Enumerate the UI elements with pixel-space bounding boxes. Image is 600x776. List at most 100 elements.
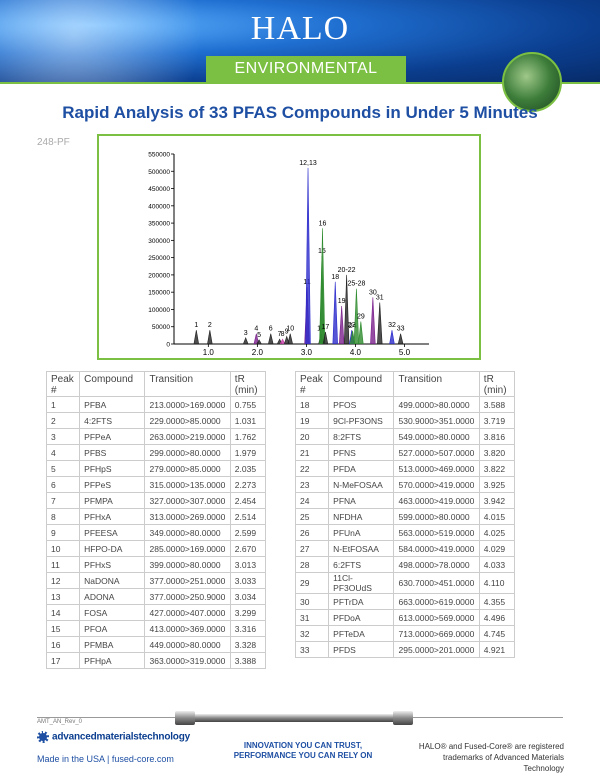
cell-transition: 630.7000>451.0000 [393, 572, 480, 594]
cell-tr: 4.033 [478, 556, 516, 573]
cell-peak: 20 [294, 428, 330, 445]
footer-rule-right [413, 717, 563, 718]
cell-peak: 27 [294, 540, 330, 557]
peak-label: 33 [397, 326, 405, 333]
cell-tr: 4.355 [478, 593, 516, 610]
header-compound: Compound [328, 371, 395, 397]
cell-transition: 599.0000>80.0000 [393, 508, 480, 525]
cell-tr: 3.034 [229, 588, 267, 605]
peak-label: 6 [269, 326, 273, 333]
cell-peak: 10 [45, 540, 81, 557]
cell-transition: 399.0000>80.0000 [144, 556, 231, 573]
peak-label: 10 [286, 326, 294, 333]
cell-compound: PFOA [79, 620, 146, 637]
cell-transition: 413.0000>369.0000 [144, 620, 231, 637]
cell-transition: 498.0000>78.0000 [393, 556, 480, 573]
table-row: 13 ADONA 377.0000>250.9000 3.034 [45, 588, 267, 605]
cell-compound: PFHxA [79, 508, 146, 525]
cell-tr: 3.822 [478, 460, 516, 477]
cell-compound: PFHpS [79, 460, 146, 477]
cell-tr: 4.025 [478, 524, 516, 541]
x-tick-label: 4.0 [350, 348, 362, 357]
cell-compound: PFOS [328, 396, 395, 413]
table-row: 30 PFTrDA 663.0000>619.0000 4.355 [294, 593, 516, 610]
peak-32 [389, 330, 395, 345]
peak-label: 17 [322, 324, 330, 331]
cell-compound: PFNS [328, 444, 395, 461]
peak-33 [397, 333, 404, 345]
cell-tr: 3.588 [478, 396, 516, 413]
cell-peak: 33 [294, 641, 330, 658]
peak-10 [287, 333, 293, 345]
table-row: 27 N-EtFOSAA 584.0000>419.0000 4.029 [294, 540, 516, 557]
cell-transition: 530.9000>351.0000 [393, 412, 480, 429]
cell-peak: 9 [45, 524, 81, 541]
tagline: INNOVATION YOU CAN TRUST, PERFORMANCE YO… [228, 741, 378, 761]
peak-4 [253, 333, 260, 345]
cell-peak: 23 [294, 476, 330, 493]
compound-table-right: Peak # Compound Transition tR (min) 18 PF… [294, 371, 516, 658]
table-row: 28 6:2FTS 498.0000>78.0000 4.033 [294, 556, 516, 573]
cell-transition: 570.0000>419.0000 [393, 476, 480, 493]
cell-compound: PFHpA [79, 652, 146, 669]
cell-peak: 8 [45, 508, 81, 525]
cell-tr: 4.496 [478, 609, 516, 626]
y-tick-label: 300000 [148, 238, 170, 245]
peak-5 [256, 339, 262, 345]
peak-6 [268, 333, 274, 345]
cell-compound: PFNA [328, 492, 395, 509]
cell-peak: 25 [294, 508, 330, 525]
peak-16 [319, 228, 326, 345]
y-tick-label: 50000 [152, 324, 170, 331]
y-tick-label: 200000 [148, 272, 170, 279]
hplc-column-image [175, 711, 413, 725]
cell-transition: 449.0000>80.0000 [144, 636, 231, 653]
cell-compound: PFBA [79, 396, 146, 413]
table-row: 11 PFHxS 399.0000>80.0000 3.013 [45, 556, 267, 573]
figure-tag: 248-PF [37, 137, 70, 148]
cell-transition: 349.0000>80.0000 [144, 524, 231, 541]
cell-tr: 3.316 [229, 620, 267, 637]
x-tick-label: 1.0 [203, 348, 215, 357]
cell-transition: 584.0000>419.0000 [393, 540, 480, 557]
cell-tr: 2.035 [229, 460, 267, 477]
peak-3 [243, 336, 249, 345]
cell-tr: 2.273 [229, 476, 267, 493]
x-tick-label: 3.0 [301, 348, 313, 357]
peak-label: 9 [285, 328, 289, 335]
cell-transition: 299.0000>80.0000 [144, 444, 231, 461]
gear-icon [37, 731, 49, 743]
cell-tr: 2.599 [229, 524, 267, 541]
peak-label: 1 [194, 322, 198, 329]
peak-label: 23 [348, 322, 356, 329]
x-tick-label: 2.0 [252, 348, 264, 357]
header-transition: Transition [393, 371, 480, 397]
peak-label: 25-28 [347, 281, 365, 288]
table-row: 3 PFPeA 263.0000>219.0000 1.762 [45, 428, 267, 445]
cell-tr: 2.514 [229, 508, 267, 525]
header-banner: HALO [0, 0, 600, 84]
cell-compound: 6:2FTS [328, 556, 395, 573]
table-header-row: Peak # Compound Transition tR (min) [294, 371, 516, 397]
peak-2 [207, 330, 213, 345]
cell-tr: 2.670 [229, 540, 267, 557]
cell-peak: 19 [294, 412, 330, 429]
peak-25-28 [353, 288, 360, 345]
peak-19 [338, 305, 345, 345]
cell-peak: 31 [294, 609, 330, 626]
y-tick-label: 350000 [148, 221, 170, 228]
y-tick-label: 400000 [148, 203, 170, 210]
table-row: 9 PFEESA 349.0000>80.0000 2.599 [45, 524, 267, 541]
cell-transition: 327.0000>307.0000 [144, 492, 231, 509]
peak-30 [370, 297, 376, 345]
peak-label: 19 [338, 298, 346, 305]
cell-transition: 229.0000>85.0000 [144, 412, 231, 429]
revision-code: AMT_AN_Rev_0 [37, 719, 83, 725]
cell-peak: 17 [45, 652, 81, 669]
cell-tr: 3.719 [478, 412, 516, 429]
table-row: 29 11Cl-PF3OUdS 630.7000>451.0000 4.110 [294, 572, 516, 594]
cell-compound: PFMPA [79, 492, 146, 509]
cell-transition: 377.0000>250.9000 [144, 588, 231, 605]
table-row: 21 PFNS 527.0000>507.0000 3.820 [294, 444, 516, 461]
cell-peak: 6 [45, 476, 81, 493]
